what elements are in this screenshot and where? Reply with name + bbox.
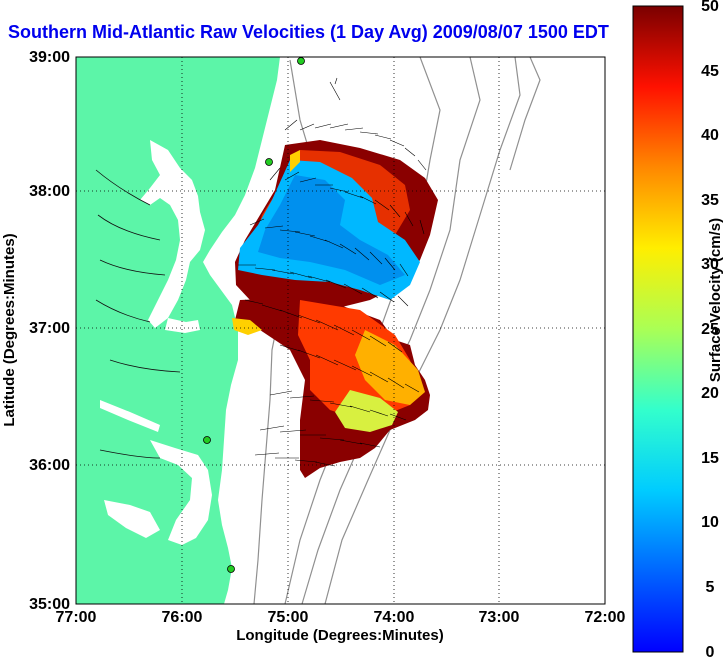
y-tick-label: 35:00 bbox=[29, 596, 70, 613]
y-tick-label: 36:00 bbox=[29, 457, 70, 474]
velocity-north-edge bbox=[290, 150, 300, 172]
map-title: Southern Mid-Atlantic Raw Velocities (1 … bbox=[8, 22, 609, 42]
rivers bbox=[95, 169, 181, 459]
y-axis-label: Latitude (Degrees:Minutes) bbox=[1, 233, 18, 426]
plot-frame bbox=[75, 56, 606, 605]
x-tick-label: 75:00 bbox=[268, 609, 309, 626]
colorbar-ticks: 50 45 40 35 30 25 20 15 10 5 0 bbox=[701, 0, 719, 659]
colorbar-tick-label: 15 bbox=[701, 450, 719, 467]
velocity-south-low bbox=[355, 330, 425, 405]
colorbar-tick-label: 10 bbox=[701, 514, 719, 531]
velocity-vectors bbox=[238, 77, 427, 467]
colorbar-tick-label: 50 bbox=[701, 0, 719, 15]
x-tick-label: 74:00 bbox=[374, 609, 415, 626]
grid-lines bbox=[76, 57, 605, 604]
sound-water-2 bbox=[104, 500, 160, 538]
colorbar-tick-label: 0 bbox=[706, 644, 715, 659]
x-tick-label: 76:00 bbox=[162, 609, 203, 626]
y-tick-label: 39:00 bbox=[29, 49, 70, 66]
bay-inlet bbox=[165, 318, 200, 333]
velocity-north-core bbox=[258, 175, 405, 285]
x-tick-label: 72:00 bbox=[585, 609, 626, 626]
sound-water bbox=[150, 440, 212, 545]
colorbar bbox=[632, 5, 684, 653]
y-tick-label: 38:00 bbox=[29, 183, 70, 200]
river-water bbox=[100, 400, 160, 432]
bay-water bbox=[140, 140, 205, 328]
colorbar-tick-label: 45 bbox=[701, 63, 719, 80]
velocity-west-strip bbox=[232, 318, 262, 335]
colorbar-tick-label: 35 bbox=[701, 192, 719, 209]
x-tick-label: 77:00 bbox=[56, 609, 97, 626]
radar-stations bbox=[203, 57, 305, 573]
station-marker bbox=[203, 436, 211, 444]
station-marker bbox=[265, 158, 273, 166]
colorbar-tick-label: 5 bbox=[706, 579, 715, 596]
x-tick-label: 73:00 bbox=[479, 609, 520, 626]
x-axis-ticks: 77:00 76:00 75:00 74:00 73:00 72:00 bbox=[56, 609, 626, 626]
colorbar-label: Surface Velocity (cm/s) bbox=[707, 218, 724, 382]
station-marker bbox=[297, 57, 305, 65]
x-axis-label: Longitude (Degrees:Minutes) bbox=[236, 627, 444, 644]
y-tick-label: 37:00 bbox=[29, 320, 70, 337]
colorbar-tick-label: 25 bbox=[701, 321, 719, 338]
colorbar-tick-label: 20 bbox=[701, 385, 719, 402]
station-marker bbox=[227, 565, 235, 573]
colorbar-tick-label: 30 bbox=[701, 256, 719, 273]
colorbar-tick-label: 40 bbox=[701, 127, 719, 144]
y-axis-ticks: 39:00 38:00 37:00 36:00 35:00 bbox=[29, 49, 70, 613]
bathymetry-contours bbox=[253, 57, 541, 604]
